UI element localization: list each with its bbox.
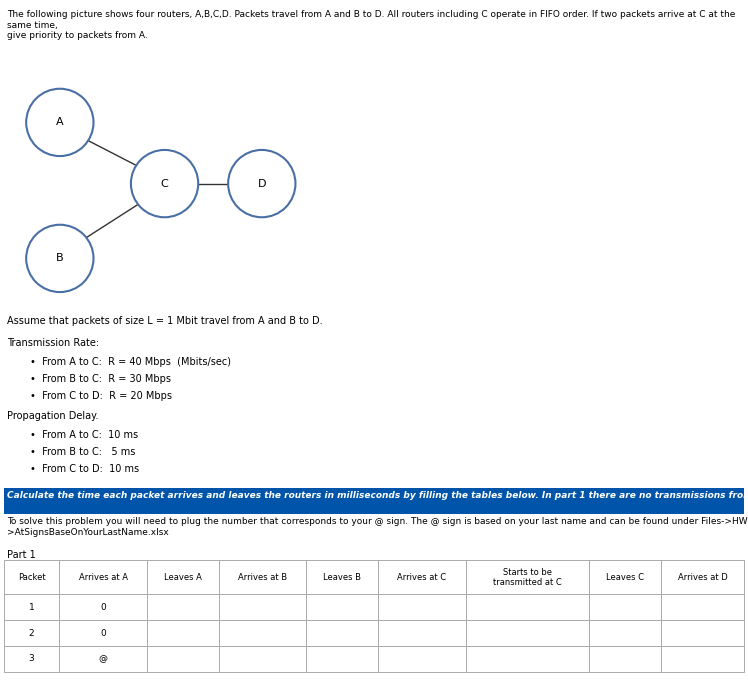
Text: Leaves A: Leaves A <box>164 573 202 582</box>
Text: 3: 3 <box>28 654 34 664</box>
FancyBboxPatch shape <box>60 594 147 620</box>
FancyBboxPatch shape <box>589 646 660 672</box>
Text: •  From C to D:  R = 20 Mbps: • From C to D: R = 20 Mbps <box>30 391 172 401</box>
FancyBboxPatch shape <box>60 646 147 672</box>
FancyBboxPatch shape <box>307 594 378 620</box>
FancyBboxPatch shape <box>465 594 589 620</box>
Text: 0: 0 <box>100 602 106 612</box>
FancyBboxPatch shape <box>307 646 378 672</box>
Text: •  From A to C:  R = 40 Mbps  (Mbits/sec): • From A to C: R = 40 Mbps (Mbits/sec) <box>30 357 231 367</box>
Text: 0: 0 <box>100 628 106 638</box>
FancyBboxPatch shape <box>660 560 744 594</box>
FancyBboxPatch shape <box>60 620 147 646</box>
Text: Arrives at D: Arrives at D <box>678 573 727 582</box>
Text: Assume that packets of size L = 1 Mbit travel from A and B to D.: Assume that packets of size L = 1 Mbit t… <box>7 316 323 326</box>
Text: Part 1: Part 1 <box>7 550 36 560</box>
Text: Arrives at A: Arrives at A <box>79 573 128 582</box>
FancyBboxPatch shape <box>589 594 660 620</box>
FancyBboxPatch shape <box>147 646 218 672</box>
FancyBboxPatch shape <box>660 646 744 672</box>
FancyBboxPatch shape <box>4 560 60 594</box>
FancyBboxPatch shape <box>147 594 218 620</box>
Text: To solve this problem you will need to plug the number that corresponds to your : To solve this problem you will need to p… <box>7 517 748 537</box>
FancyBboxPatch shape <box>147 620 218 646</box>
Text: •  From A to C:  10 ms: • From A to C: 10 ms <box>30 430 138 441</box>
FancyBboxPatch shape <box>307 560 378 594</box>
Text: Packet: Packet <box>18 573 46 582</box>
Text: C: C <box>161 179 168 188</box>
Text: 2: 2 <box>28 628 34 638</box>
Text: •  From B to C:  R = 30 Mbps: • From B to C: R = 30 Mbps <box>30 374 171 384</box>
Ellipse shape <box>26 224 94 292</box>
Text: Leaves C: Leaves C <box>606 573 644 582</box>
FancyBboxPatch shape <box>4 488 744 514</box>
Text: B: B <box>56 254 64 263</box>
Text: Propagation Delay.: Propagation Delay. <box>7 411 99 422</box>
Text: Leaves B: Leaves B <box>323 573 361 582</box>
Ellipse shape <box>131 150 198 218</box>
FancyBboxPatch shape <box>378 560 465 594</box>
FancyBboxPatch shape <box>589 620 660 646</box>
Text: •  From C to D:  10 ms: • From C to D: 10 ms <box>30 464 139 475</box>
FancyBboxPatch shape <box>307 620 378 646</box>
Text: The following picture shows four routers, A,B,C,D. Packets travel from A and B t: The following picture shows four routers… <box>7 10 736 40</box>
Ellipse shape <box>228 150 295 218</box>
FancyBboxPatch shape <box>465 560 589 594</box>
Text: A: A <box>56 118 64 127</box>
FancyBboxPatch shape <box>378 646 465 672</box>
FancyBboxPatch shape <box>378 620 465 646</box>
Text: •  From B to C:   5 ms: • From B to C: 5 ms <box>30 447 135 458</box>
FancyBboxPatch shape <box>218 620 307 646</box>
FancyBboxPatch shape <box>4 594 60 620</box>
FancyBboxPatch shape <box>660 594 744 620</box>
Text: Arrives at B: Arrives at B <box>238 573 287 582</box>
Text: Starts to be
transmitted at C: Starts to be transmitted at C <box>493 568 562 587</box>
FancyBboxPatch shape <box>4 620 60 646</box>
FancyBboxPatch shape <box>4 646 60 672</box>
Text: D: D <box>257 179 266 188</box>
Text: Arrives at C: Arrives at C <box>397 573 447 582</box>
FancyBboxPatch shape <box>465 620 589 646</box>
Text: @: @ <box>99 654 108 664</box>
FancyBboxPatch shape <box>60 560 147 594</box>
Ellipse shape <box>26 89 94 156</box>
Text: 1: 1 <box>28 602 34 612</box>
FancyBboxPatch shape <box>465 646 589 672</box>
FancyBboxPatch shape <box>218 646 307 672</box>
FancyBboxPatch shape <box>660 620 744 646</box>
FancyBboxPatch shape <box>218 594 307 620</box>
FancyBboxPatch shape <box>218 560 307 594</box>
FancyBboxPatch shape <box>589 560 660 594</box>
FancyBboxPatch shape <box>378 594 465 620</box>
Text: Transmission Rate:: Transmission Rate: <box>7 338 99 348</box>
FancyBboxPatch shape <box>147 560 218 594</box>
Text: Calculate the time each packet arrives and leaves the routers in milliseconds by: Calculate the time each packet arrives a… <box>7 491 748 500</box>
